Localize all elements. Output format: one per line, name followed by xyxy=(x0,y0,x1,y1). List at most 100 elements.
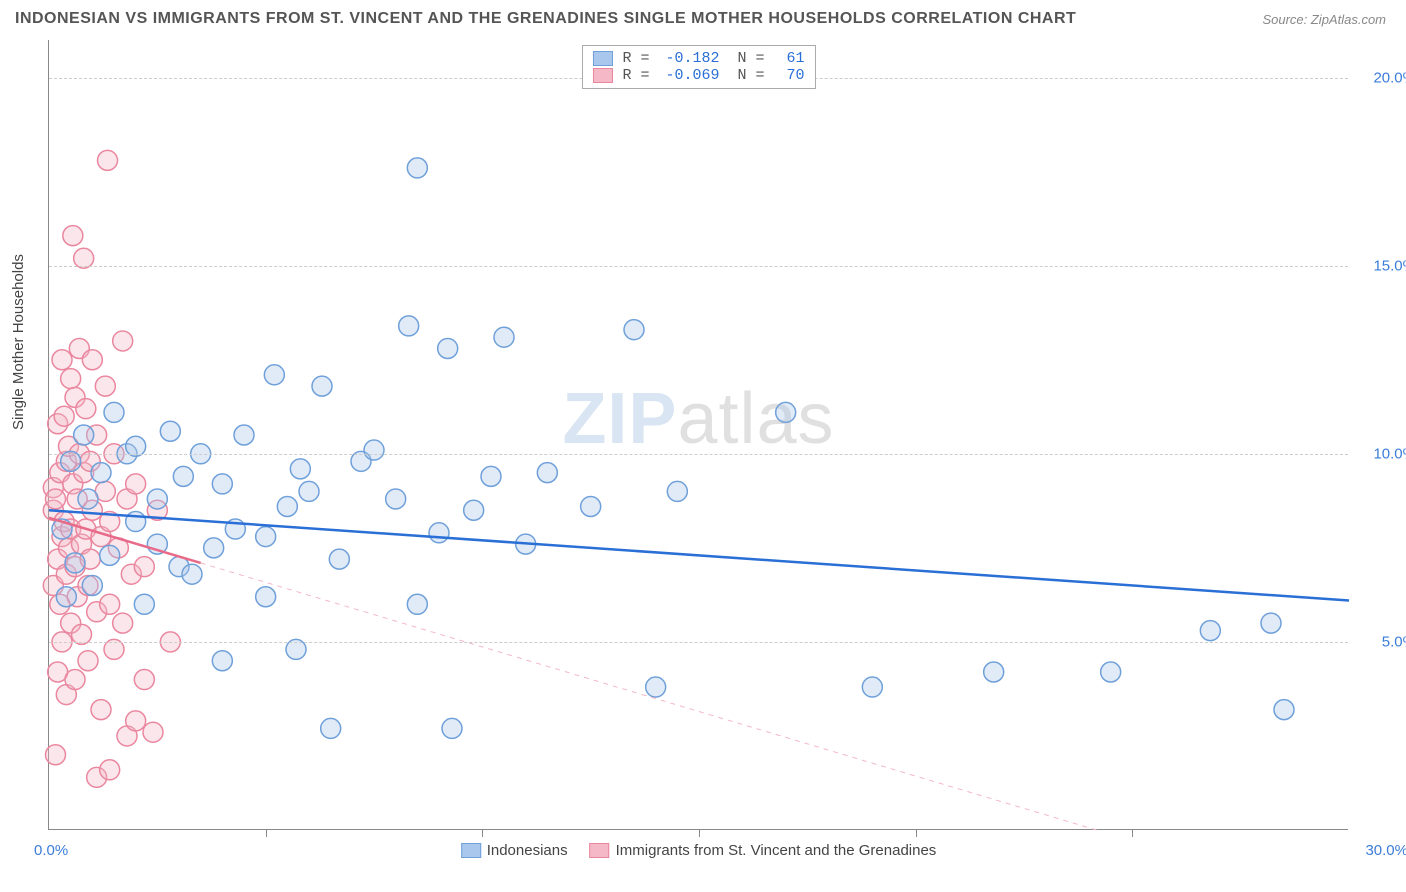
x-tick xyxy=(266,829,267,837)
y-tick-label: 10.0% xyxy=(1356,445,1406,462)
legend-series-name: Immigrants from St. Vincent and the Gren… xyxy=(616,842,937,859)
scatter-point xyxy=(299,481,319,501)
scatter-point xyxy=(407,594,427,614)
scatter-point xyxy=(984,662,1004,682)
scatter-point xyxy=(624,320,644,340)
scatter-point xyxy=(204,538,224,558)
scatter-point xyxy=(65,553,85,573)
scatter-point xyxy=(113,613,133,633)
legend-series: Indonesians Immigrants from St. Vincent a… xyxy=(461,842,937,859)
scatter-point xyxy=(481,466,501,486)
x-tick xyxy=(482,829,483,837)
x-axis-end-label: 30.0% xyxy=(1365,842,1406,859)
scatter-point xyxy=(386,489,406,509)
legend-swatch xyxy=(590,843,610,858)
scatter-point xyxy=(46,489,66,509)
scatter-point xyxy=(134,557,154,577)
source-attribution: Source: ZipAtlas.com xyxy=(1262,12,1386,27)
scatter-point xyxy=(91,463,111,483)
scatter-point xyxy=(147,489,167,509)
scatter-point xyxy=(212,474,232,494)
gridline-h xyxy=(49,642,1348,643)
scatter-point xyxy=(256,587,276,607)
scatter-point xyxy=(1200,621,1220,641)
scatter-point xyxy=(74,425,94,445)
scatter-point xyxy=(126,711,146,731)
scatter-point xyxy=(321,718,341,738)
scatter-point xyxy=(464,500,484,520)
scatter-point xyxy=(776,402,796,422)
legend-r-label: R = xyxy=(622,50,649,67)
legend-r-label: R = xyxy=(622,67,649,84)
gridline-h xyxy=(49,266,1348,267)
scatter-point xyxy=(646,677,666,697)
legend-n-label: N = xyxy=(738,67,765,84)
scatter-point xyxy=(134,594,154,614)
scatter-point xyxy=(100,760,120,780)
scatter-svg xyxy=(49,40,1348,829)
legend-n-value: 61 xyxy=(775,50,805,67)
scatter-point xyxy=(234,425,254,445)
scatter-point xyxy=(1261,613,1281,633)
scatter-point xyxy=(429,523,449,543)
scatter-point xyxy=(329,549,349,569)
scatter-point xyxy=(100,594,120,614)
scatter-point xyxy=(537,463,557,483)
scatter-point xyxy=(256,527,276,547)
y-tick-label: 20.0% xyxy=(1356,69,1406,86)
x-tick xyxy=(1132,829,1133,837)
scatter-point xyxy=(46,745,66,765)
scatter-point xyxy=(78,651,98,671)
scatter-point xyxy=(104,402,124,422)
scatter-point xyxy=(52,350,72,370)
scatter-point xyxy=(399,316,419,336)
scatter-point xyxy=(212,651,232,671)
scatter-point xyxy=(143,722,163,742)
scatter-point xyxy=(407,158,427,178)
scatter-point xyxy=(54,406,74,426)
y-tick-label: 15.0% xyxy=(1356,257,1406,274)
scatter-point xyxy=(126,474,146,494)
gridline-h xyxy=(49,454,1348,455)
legend-n-value: 70 xyxy=(775,67,805,84)
scatter-point xyxy=(1274,700,1294,720)
scatter-point xyxy=(56,587,76,607)
scatter-point xyxy=(61,369,81,389)
scatter-point xyxy=(312,376,332,396)
trend-line xyxy=(49,510,1349,600)
scatter-point xyxy=(76,399,96,419)
scatter-point xyxy=(82,350,102,370)
chart-plot-area: ZIPatlas R =-0.182N =61R =-0.069N =70 0.… xyxy=(48,40,1348,830)
scatter-point xyxy=(581,496,601,516)
scatter-point xyxy=(290,459,310,479)
y-axis-label: Single Mother Households xyxy=(10,254,27,430)
scatter-point xyxy=(160,421,180,441)
scatter-point xyxy=(667,481,687,501)
scatter-point xyxy=(78,489,98,509)
legend-r-value: -0.182 xyxy=(660,50,720,67)
scatter-point xyxy=(98,150,118,170)
scatter-point xyxy=(438,338,458,358)
legend-series-item: Indonesians xyxy=(461,842,568,859)
trend-line-dashed xyxy=(201,563,1097,830)
scatter-point xyxy=(494,327,514,347)
legend-stats-row: R = -0.069 N = 70 xyxy=(592,67,804,84)
scatter-point xyxy=(862,677,882,697)
scatter-point xyxy=(173,466,193,486)
scatter-point xyxy=(82,575,102,595)
scatter-point xyxy=(65,670,85,690)
legend-n-label: N = xyxy=(738,50,765,67)
legend-stats-row: R = -0.182 N = 61 xyxy=(592,50,804,67)
legend-r-value: -0.069 xyxy=(660,67,720,84)
scatter-point xyxy=(63,226,83,246)
scatter-point xyxy=(95,376,115,396)
legend-series-name: Indonesians xyxy=(487,842,568,859)
scatter-point xyxy=(134,670,154,690)
scatter-point xyxy=(1101,662,1121,682)
scatter-point xyxy=(182,564,202,584)
scatter-point xyxy=(113,331,133,351)
x-tick xyxy=(916,829,917,837)
legend-swatch xyxy=(461,843,481,858)
legend-series-item: Immigrants from St. Vincent and the Gren… xyxy=(590,842,937,859)
scatter-point xyxy=(91,700,111,720)
